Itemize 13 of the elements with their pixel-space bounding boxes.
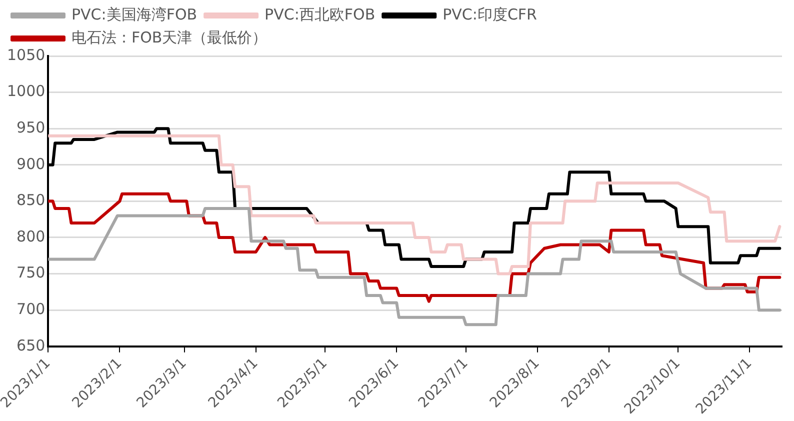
y-tick-label: 950 (16, 118, 46, 136)
y-tick-label: 700 (16, 300, 46, 318)
y-tick-label: 750 (16, 264, 46, 282)
legend-label: PVC:美国海湾FOB (72, 5, 198, 24)
legend-label: 电石法：FOB天津（最低价） (72, 28, 268, 46)
y-tick-label: 800 (16, 227, 46, 246)
legend-label: PVC:印度CFR (442, 5, 537, 24)
y-tick-label: 1000 (6, 82, 46, 100)
y-tick-label: 850 (16, 191, 46, 210)
y-tick-label: 900 (16, 154, 46, 173)
legend-label: PVC:西北欧FOB (264, 5, 376, 24)
y-tick-label: 650 (16, 336, 46, 354)
y-tick-label: 1050 (6, 46, 46, 64)
